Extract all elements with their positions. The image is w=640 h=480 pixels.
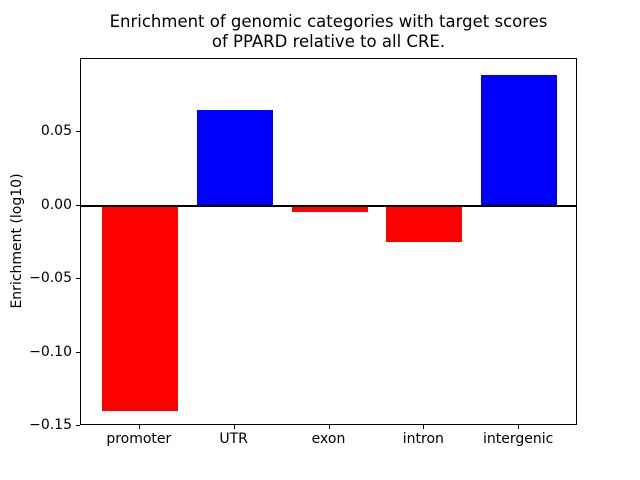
y-tick <box>76 425 80 426</box>
y-axis-label: Enrichment (log10) <box>9 173 25 309</box>
chart-title: Enrichment of genomic categories with ta… <box>109 12 548 51</box>
x-tick <box>233 425 235 429</box>
x-tick <box>328 425 330 429</box>
x-tick-label-intergenic: intergenic <box>483 431 554 447</box>
y-tick-label: 0.00 <box>40 196 72 213</box>
x-tick-label-exon: exon <box>311 431 346 447</box>
x-tick-label-UTR: UTR <box>219 431 248 447</box>
x-tick <box>518 425 520 429</box>
y-tick-label: 0.05 <box>40 123 72 140</box>
y-tick-label: −0.05 <box>29 270 72 287</box>
y-tick <box>76 131 80 133</box>
bar-intergenic <box>481 75 558 206</box>
y-tick <box>76 351 80 353</box>
plot-area <box>80 58 577 425</box>
y-tick-label: −0.10 <box>29 343 72 360</box>
bar-promoter <box>101 205 178 412</box>
bar-UTR <box>196 110 273 206</box>
x-tick <box>423 425 425 429</box>
x-tick <box>138 425 140 429</box>
y-tick <box>76 278 80 280</box>
y-tick <box>76 204 80 206</box>
bar-intron <box>386 205 463 243</box>
x-tick-label-intron: intron <box>402 431 444 447</box>
y-tick-label: −0.15 <box>29 417 72 433</box>
bar-exon <box>291 205 368 212</box>
x-tick-label-promoter: promoter <box>106 431 172 447</box>
zero-line <box>81 204 576 207</box>
